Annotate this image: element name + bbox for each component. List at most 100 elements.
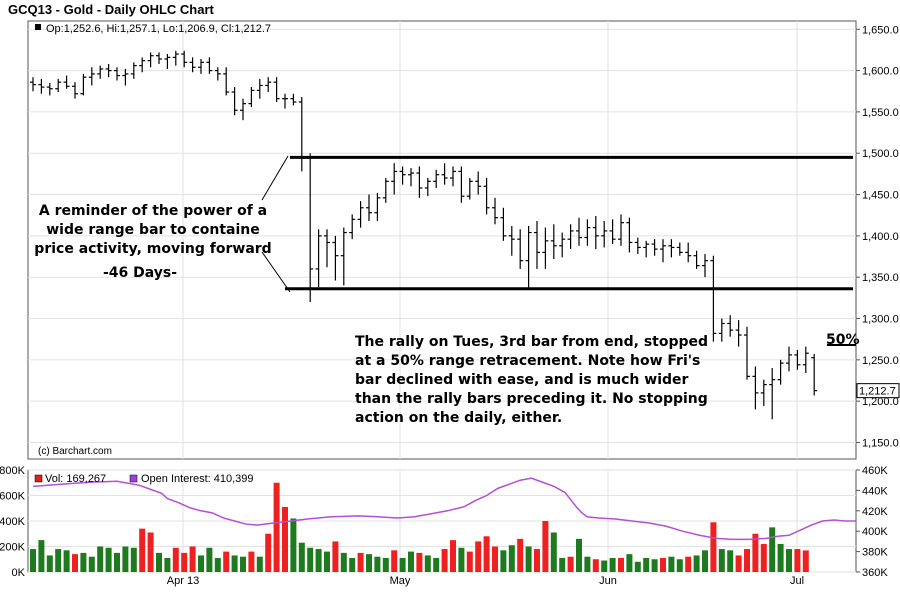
volume-bar: [466, 551, 473, 572]
volume-bar: [340, 552, 347, 572]
volume-bar: [718, 549, 725, 572]
price-tick-label: 1,650.0: [862, 24, 899, 36]
ohlc-bar: [324, 229, 330, 268]
volume-bar: [181, 552, 188, 572]
volume-bar: [693, 555, 700, 572]
ohlc-bar: [794, 349, 801, 370]
ohlc-bar: [760, 379, 767, 407]
ohlc-bar: [643, 240, 650, 258]
ohlc-bar: [290, 93, 297, 106]
ohlc-bar: [88, 67, 95, 86]
ohlc-bar: [315, 229, 322, 288]
ohlc-bar: [786, 346, 792, 372]
ohlc-bar: [80, 73, 87, 96]
ohlc-bar: [408, 168, 414, 187]
volume-bar: [97, 546, 104, 572]
ohlc-bar: [483, 178, 490, 215]
reminder-line-1: A reminder of the power of a: [39, 203, 267, 219]
volume-bar: [744, 549, 750, 572]
ohlc-bar: [777, 359, 784, 385]
volume-bar: [156, 552, 162, 572]
volume-bar: [399, 557, 406, 572]
last-price-label: 1,212.7: [859, 386, 896, 398]
ohlc-bar: [676, 242, 683, 256]
volume-bar: [324, 551, 330, 572]
volume-bar: [391, 550, 398, 572]
ohlc-bar: [693, 250, 700, 269]
pointer-line-lower: [261, 251, 291, 293]
volume-bar: [114, 552, 120, 572]
volume-bar: [46, 555, 53, 572]
volume-bar: [198, 555, 204, 572]
volume-bar: [72, 554, 78, 572]
volume-tick-label: 200K: [0, 542, 26, 554]
ohlc-bar: [601, 220, 608, 248]
volume-bar: [609, 557, 616, 572]
volume-bar: [290, 518, 297, 572]
ohlc-bar: [366, 194, 372, 221]
ohlc-bar: [374, 192, 381, 221]
volume-bar: [735, 555, 742, 572]
ohlc-bar: [214, 67, 221, 81]
volume-bar: [651, 559, 658, 572]
open-interest-axis: 360K 380K 400K 420K 440K 460K: [856, 465, 888, 579]
volume-bar: [231, 555, 238, 572]
x-tick-label: Jul: [790, 575, 804, 587]
ohlc-bar: [357, 201, 364, 228]
rally-line-3: bar declined with ease, and is much wide…: [355, 372, 689, 388]
price-tick-label: 1,400.0: [862, 231, 899, 243]
ohlc-bar: [567, 224, 574, 250]
volume-bar: [794, 549, 801, 572]
last-price-box: 1,212.7: [856, 383, 900, 399]
ohlc-bar: [340, 227, 347, 286]
volume-bar: [601, 560, 608, 572]
volume-bar: [542, 521, 549, 572]
volume-bar: [433, 557, 440, 572]
ohlc-legend-marker: [35, 24, 41, 30]
ohlc-bar: [248, 87, 255, 107]
price-tick-label: 1,600.0: [862, 66, 899, 78]
oi-tick-label: 400K: [862, 526, 888, 538]
volume-tick-label: 800K: [0, 465, 26, 477]
ohlc-bar: [97, 65, 104, 79]
volume-bar: [676, 559, 683, 572]
ohlc-bar: [534, 220, 540, 269]
volume-bar: [382, 557, 389, 572]
x-tick-label: May: [390, 575, 411, 587]
open-interest-line: [32, 477, 857, 541]
volume-bar: [256, 556, 263, 572]
volume-bar: [760, 543, 767, 572]
volume-bar: [517, 538, 524, 572]
ohlc-bar: [811, 353, 818, 396]
ohlc-bar: [63, 75, 70, 89]
rally-line-4: than the rally bars preceding it. No sto…: [355, 391, 708, 407]
rally-line-2: at a 50% range retracement. Note how Fri…: [355, 353, 700, 369]
volume-bar: [63, 550, 70, 572]
ohlc-bar: [702, 254, 708, 278]
volume-bar: [122, 546, 129, 572]
ohlc-bar: [450, 166, 456, 187]
volume-bar: [710, 522, 717, 572]
volume-bar: [282, 506, 288, 572]
ohlc-bar: [55, 78, 62, 93]
volume-bar: [105, 547, 112, 572]
volume-bar: [483, 536, 490, 572]
ohlc-bar: [273, 77, 280, 102]
ohlc-bar: [433, 169, 440, 188]
volume-bar: [786, 549, 792, 572]
price-axis: 1,150.0 1,200.0 1,250.0 1,300.0 1,350.0 1,400…: [856, 24, 899, 449]
volume-bar: [248, 551, 255, 572]
ohlc-bar: [584, 219, 591, 246]
volume-bar: [315, 549, 322, 572]
chart-title: GCQ13 - Gold - Daily OHLC Chart: [8, 2, 215, 17]
volume-bar: [559, 557, 566, 572]
volume-bar: [273, 482, 280, 572]
price-tick-label: 1,200.0: [862, 396, 899, 408]
volume-bar: [130, 547, 137, 572]
price-tick-label: 1,500.0: [862, 148, 899, 160]
ohlc-bar: [660, 239, 666, 263]
volume-bar: [777, 543, 784, 572]
volume-bar: [366, 554, 372, 572]
ohlc-bar: [391, 163, 398, 195]
volume-bar: [492, 546, 498, 572]
